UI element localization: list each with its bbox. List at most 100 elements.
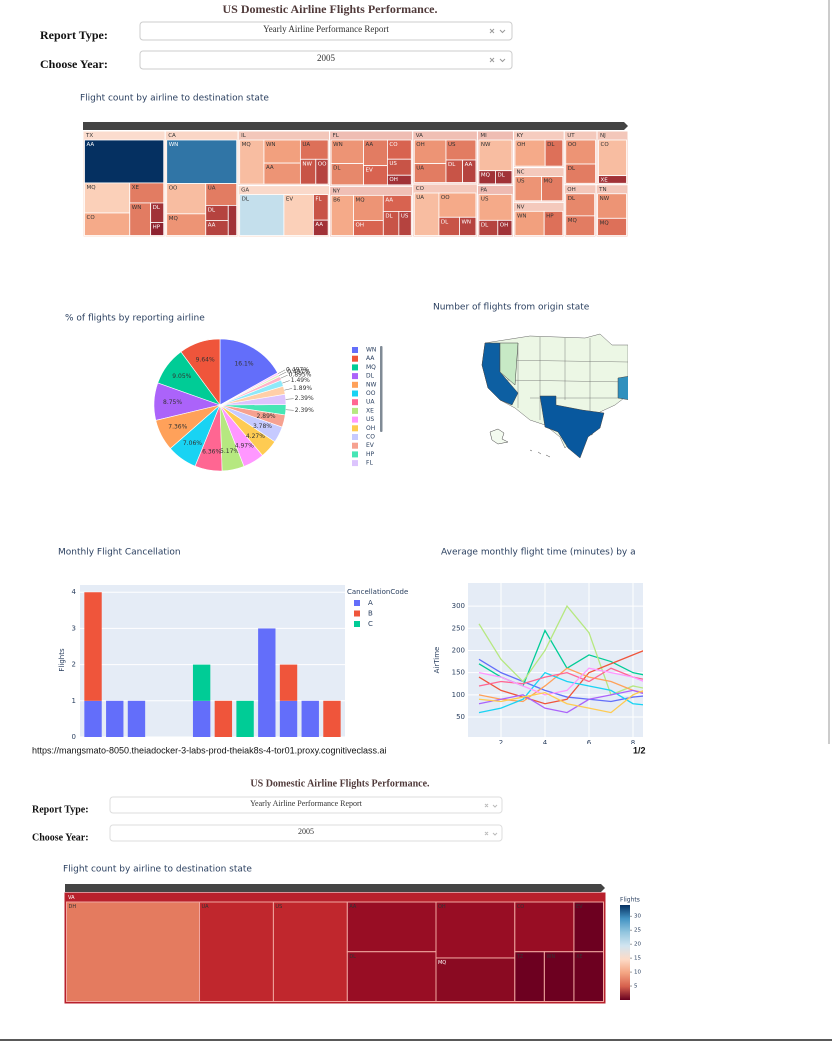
treemap-tile-label: WN — [169, 142, 179, 148]
treemap-tile — [435, 901, 516, 959]
pie-value-label: 9.64% — [196, 356, 215, 363]
treemap-tile-label: CO — [87, 215, 96, 221]
series-line — [478, 658, 643, 703]
treemap-tile — [573, 901, 605, 953]
colorbar-tick-label: 20 — [634, 942, 641, 948]
treemap-tile — [462, 159, 477, 183]
treemap-parent-label: VA — [68, 895, 75, 901]
control-label: Report Type: — [40, 28, 108, 42]
series-line — [478, 690, 643, 714]
y-tick-label: 1 — [72, 697, 76, 705]
treemap-tile-label: CO — [601, 142, 610, 148]
treemap-parent-label: OH — [567, 187, 575, 193]
treemap-tile-label: OH — [355, 222, 363, 228]
dropdown-icons[interactable] — [484, 803, 498, 808]
treemap-tile-label: AA — [366, 142, 374, 148]
legend-swatch — [352, 442, 358, 449]
colorbar-tick-label: 25 — [634, 928, 641, 934]
legend-title: CancellationCode — [347, 588, 408, 596]
treemap-tile-label: MQ — [438, 960, 446, 966]
pie-leader — [278, 371, 287, 376]
dropdown-value[interactable]: 2005 — [298, 827, 314, 836]
y-tick-label: 200 — [452, 646, 465, 654]
treemap-tile-label: DL — [568, 166, 576, 172]
treemap-parent-label: FL — [333, 133, 340, 139]
treemap-tile — [435, 957, 516, 1002]
treemap-tile-label: XE — [132, 185, 140, 191]
treemap-tile-label: US — [448, 142, 456, 148]
treemap-tile-label: DH — [69, 904, 77, 910]
state-border — [504, 379, 628, 383]
treemap-tile-label: OH — [416, 142, 424, 148]
legend-label: XE — [366, 407, 374, 414]
pie-value-label: 9.05% — [172, 373, 191, 380]
dropdown-value[interactable]: Yearly Airline Performance Report — [263, 24, 389, 34]
y-tick-label: 0 — [72, 733, 76, 741]
y-tick-label: 150 — [452, 669, 465, 677]
chart-title: Average monthly flight time (minutes) by… — [441, 548, 636, 558]
dropdown-value[interactable]: Yearly Airline Performance Report — [250, 799, 363, 808]
treemap-tile — [514, 176, 542, 202]
treemap-tile-label: WN — [461, 219, 471, 225]
treemap-tile-label: AA — [87, 142, 95, 148]
dropdown[interactable] — [139, 50, 513, 70]
dropdown[interactable] — [139, 21, 513, 41]
treemap-tile-label: OO — [318, 161, 327, 167]
dropdown-icons[interactable] — [484, 831, 498, 836]
legend-swatch — [352, 355, 358, 362]
bar — [279, 664, 298, 701]
treemap-tile-label: OO — [568, 142, 577, 148]
x-tick-label: 2 — [499, 739, 503, 747]
treemap-tile-label: OH — [389, 177, 397, 183]
treemap-tile-label: MQ — [481, 173, 491, 179]
colorbar-tick-label: 15 — [634, 956, 641, 962]
pie-leader — [284, 388, 293, 391]
pie-value-label: 7.36% — [168, 423, 187, 430]
treemap-tile-label: AA — [465, 162, 473, 168]
legend-swatch — [352, 416, 358, 423]
state-border — [499, 359, 628, 363]
chart-title: Monthly Flight Cancellation — [58, 548, 181, 558]
y-tick-label: 100 — [452, 691, 465, 699]
treemap-tile-label: OH — [500, 222, 508, 228]
pie-value-label: 4.27% — [246, 433, 265, 440]
treemap-tile-label: CO — [517, 904, 524, 910]
y-tick-label: 4 — [72, 588, 77, 596]
dropdown-value[interactable]: 2005 — [317, 53, 336, 63]
y-tick-label: 300 — [452, 602, 465, 610]
treemap-parent-label: NC — [516, 170, 524, 176]
treemap-tile-label: DL — [153, 205, 161, 211]
bar — [84, 592, 102, 701]
treemap-tile-label: WN — [546, 954, 555, 960]
treemap-tile — [598, 139, 627, 177]
treemap-tile-label: OH — [517, 142, 525, 148]
treemap-tile-label: UA — [208, 186, 216, 192]
treemap-tile-label: MQ — [544, 179, 554, 185]
treemap-tile — [459, 216, 477, 236]
treemap-pathbar — [65, 884, 605, 892]
legend-swatch — [352, 390, 358, 397]
series-line — [478, 689, 643, 714]
treemap-tile — [478, 139, 513, 172]
legend-label: DL — [366, 373, 375, 380]
dropdown[interactable] — [109, 796, 503, 814]
treemap-tile — [353, 194, 384, 221]
treemap-parent-label: VA — [416, 133, 423, 139]
treemap-tile — [346, 901, 437, 953]
treemap-tile-label: WN — [266, 142, 276, 148]
dropdown-icons[interactable] — [489, 28, 506, 34]
map-region — [539, 395, 605, 459]
dropdown[interactable] — [109, 824, 503, 842]
dropdown-icons[interactable] — [489, 57, 506, 63]
treemap-tile-label: DL — [385, 213, 393, 219]
treemap-tile-label: HP — [546, 213, 554, 219]
treemap-tile-label: DL — [349, 954, 356, 960]
treemap-tile-label: HP — [153, 224, 161, 230]
chart-title: Number of flights from origin state — [433, 303, 590, 313]
page-indicator: 1/2 — [633, 745, 646, 755]
treemap-tile-label: AA — [315, 222, 323, 228]
treemap-tile-label: NW — [302, 161, 312, 167]
treemap-tile — [514, 901, 575, 953]
legend-swatch — [352, 364, 358, 371]
